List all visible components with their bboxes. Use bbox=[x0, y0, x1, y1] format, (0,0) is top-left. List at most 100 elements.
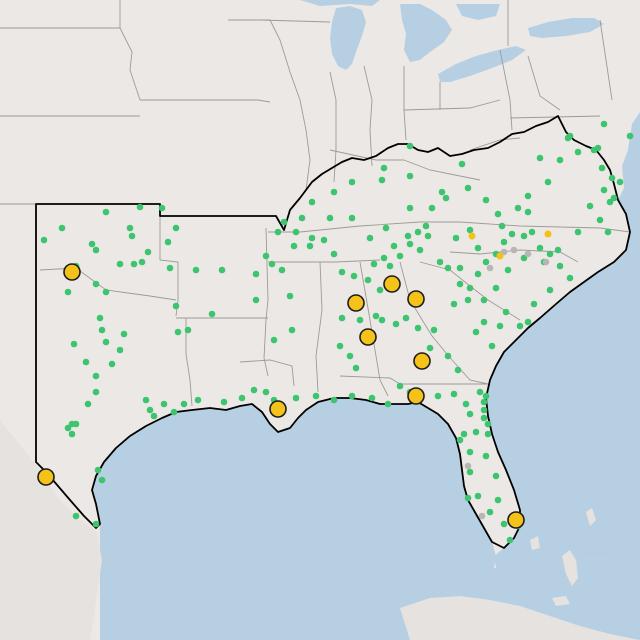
map-marker-green[interactable] bbox=[554, 246, 562, 254]
map-marker-yellow[interactable] bbox=[496, 252, 504, 260]
map-marker-green[interactable] bbox=[454, 366, 462, 374]
map-marker-green[interactable] bbox=[312, 392, 320, 400]
map-marker-green[interactable] bbox=[250, 386, 258, 394]
map-marker-green[interactable] bbox=[492, 472, 500, 480]
map-marker-green[interactable] bbox=[524, 192, 532, 200]
map-marker-green[interactable] bbox=[64, 288, 72, 296]
map-marker-green[interactable] bbox=[84, 400, 92, 408]
map-marker-green[interactable] bbox=[356, 316, 364, 324]
map-marker-green[interactable] bbox=[116, 260, 124, 268]
map-marker-green[interactable] bbox=[464, 184, 472, 192]
map-marker-green[interactable] bbox=[92, 280, 100, 288]
map-marker-green[interactable] bbox=[164, 238, 172, 246]
map-marker-green[interactable] bbox=[308, 234, 316, 242]
map-marker-green[interactable] bbox=[218, 266, 226, 274]
map-marker-green[interactable] bbox=[442, 194, 450, 202]
map-marker-green[interactable] bbox=[604, 228, 612, 236]
map-marker-green[interactable] bbox=[72, 420, 80, 428]
map-marker-large-yellow[interactable] bbox=[37, 468, 55, 486]
map-marker-green[interactable] bbox=[450, 300, 458, 308]
map-marker-green[interactable] bbox=[386, 262, 394, 270]
map-marker-green[interactable] bbox=[306, 242, 314, 250]
map-marker-green[interactable] bbox=[238, 394, 246, 402]
map-marker-green[interactable] bbox=[336, 342, 344, 350]
map-marker-green[interactable] bbox=[130, 260, 138, 268]
map-marker-green[interactable] bbox=[404, 232, 412, 240]
map-marker-green[interactable] bbox=[128, 232, 136, 240]
map-marker-green[interactable] bbox=[290, 242, 298, 250]
map-marker-green[interactable] bbox=[292, 394, 300, 402]
map-marker-green[interactable] bbox=[262, 388, 270, 396]
map-marker-large-yellow[interactable] bbox=[413, 352, 431, 370]
map-marker-large-yellow[interactable] bbox=[347, 294, 365, 312]
map-marker-green[interactable] bbox=[116, 346, 124, 354]
map-marker-green[interactable] bbox=[480, 398, 488, 406]
map-marker-green[interactable] bbox=[496, 322, 504, 330]
map-marker-green[interactable] bbox=[402, 314, 410, 322]
map-marker-gray[interactable] bbox=[542, 258, 550, 266]
map-marker-green[interactable] bbox=[466, 226, 474, 234]
map-marker-green[interactable] bbox=[126, 224, 134, 232]
map-marker-green[interactable] bbox=[414, 324, 422, 332]
map-marker-green[interactable] bbox=[504, 266, 512, 274]
map-marker-green[interactable] bbox=[566, 274, 574, 282]
map-marker-green[interactable] bbox=[524, 208, 532, 216]
map-marker-green[interactable] bbox=[194, 396, 202, 404]
map-marker-green[interactable] bbox=[292, 228, 300, 236]
map-marker-green[interactable] bbox=[396, 252, 404, 260]
map-marker-green[interactable] bbox=[456, 436, 464, 444]
map-marker-green[interactable] bbox=[606, 198, 614, 206]
map-marker-green[interactable] bbox=[252, 296, 260, 304]
map-marker-green[interactable] bbox=[380, 254, 388, 262]
map-marker-green[interactable] bbox=[102, 208, 110, 216]
map-marker-green[interactable] bbox=[502, 308, 510, 316]
map-marker-green[interactable] bbox=[464, 296, 472, 304]
map-marker-green[interactable] bbox=[546, 250, 554, 258]
map-marker-green[interactable] bbox=[530, 300, 538, 308]
map-marker-green[interactable] bbox=[474, 244, 482, 252]
map-marker-green[interactable] bbox=[520, 232, 528, 240]
map-marker-green[interactable] bbox=[82, 358, 90, 366]
map-marker-green[interactable] bbox=[92, 246, 100, 254]
map-marker-green[interactable] bbox=[88, 240, 96, 248]
map-marker-green[interactable] bbox=[366, 234, 374, 242]
map-marker-green[interactable] bbox=[610, 194, 618, 202]
map-marker-green[interactable] bbox=[138, 258, 146, 266]
map-marker-green[interactable] bbox=[608, 174, 616, 182]
map-marker-green[interactable] bbox=[482, 258, 490, 266]
map-marker-green[interactable] bbox=[426, 344, 434, 352]
map-marker-green[interactable] bbox=[98, 326, 106, 334]
map-marker-yellow[interactable] bbox=[468, 232, 476, 240]
map-marker-green[interactable] bbox=[150, 412, 158, 420]
map-marker-green[interactable] bbox=[268, 260, 276, 268]
map-marker-green[interactable] bbox=[70, 340, 78, 348]
map-marker-green[interactable] bbox=[172, 224, 180, 232]
map-marker-green[interactable] bbox=[482, 196, 490, 204]
map-marker-gray[interactable] bbox=[464, 462, 472, 470]
map-marker-green[interactable] bbox=[492, 284, 500, 292]
map-marker-green[interactable] bbox=[428, 204, 436, 212]
map-marker-green[interactable] bbox=[500, 238, 508, 246]
map-marker-green[interactable] bbox=[514, 204, 522, 212]
map-marker-gray[interactable] bbox=[510, 246, 518, 254]
map-marker-green[interactable] bbox=[594, 144, 602, 152]
map-marker-green[interactable] bbox=[566, 132, 574, 140]
map-marker-green[interactable] bbox=[376, 286, 384, 294]
map-marker-green[interactable] bbox=[528, 228, 536, 236]
map-marker-green[interactable] bbox=[64, 424, 72, 432]
map-marker-green[interactable] bbox=[556, 262, 564, 270]
map-marker-green[interactable] bbox=[500, 520, 508, 528]
map-marker-green[interactable] bbox=[146, 406, 154, 414]
map-marker-green[interactable] bbox=[166, 264, 174, 272]
map-marker-green[interactable] bbox=[330, 396, 338, 404]
map-marker-green[interactable] bbox=[40, 236, 48, 244]
map-marker-green[interactable] bbox=[308, 198, 316, 206]
map-marker-green[interactable] bbox=[458, 160, 466, 168]
map-marker-green[interactable] bbox=[452, 234, 460, 242]
map-marker-green[interactable] bbox=[338, 314, 346, 322]
map-marker-green[interactable] bbox=[472, 428, 480, 436]
map-marker-green[interactable] bbox=[144, 248, 152, 256]
map-marker-large-yellow[interactable] bbox=[63, 263, 81, 281]
map-marker-green[interactable] bbox=[370, 260, 378, 268]
map-marker-green[interactable] bbox=[482, 452, 490, 460]
